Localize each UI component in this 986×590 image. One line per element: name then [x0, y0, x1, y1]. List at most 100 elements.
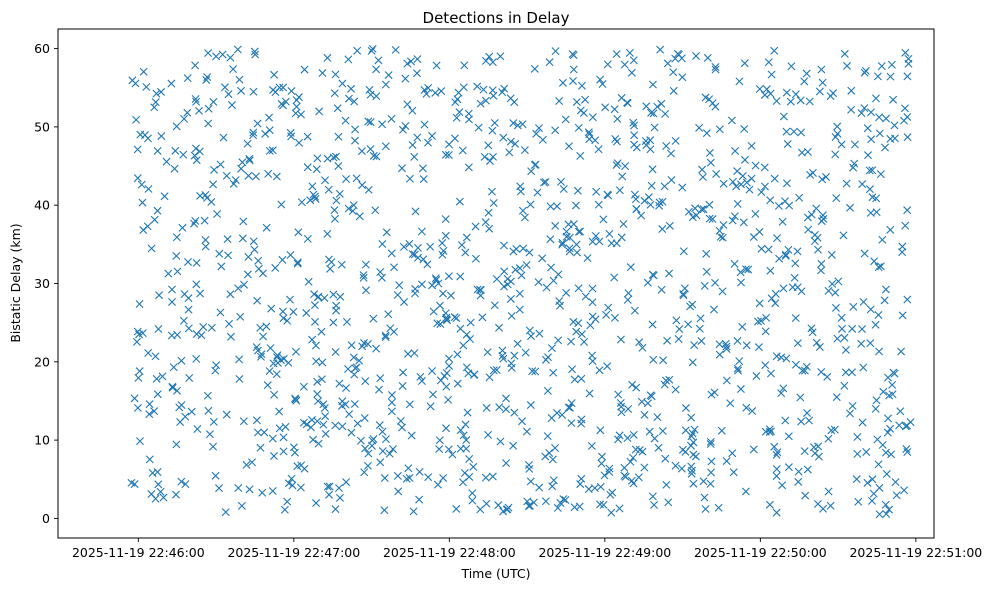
- scatter-point: [231, 176, 240, 185]
- scatter-point: [640, 463, 649, 472]
- scatter-point: [462, 330, 471, 339]
- scatter-point: [833, 129, 842, 138]
- scatter-point: [405, 473, 414, 482]
- scatter-point: [419, 255, 428, 264]
- scatter-point: [876, 262, 885, 271]
- scatter-point: [424, 473, 433, 482]
- scatter-point: [881, 500, 890, 509]
- scatter-point: [482, 403, 491, 412]
- scatter-point: [718, 287, 727, 296]
- scatter-point: [679, 289, 688, 298]
- scatter-point: [419, 175, 428, 184]
- scatter-point: [840, 381, 849, 390]
- scatter-point: [465, 455, 474, 464]
- scatter-point: [213, 210, 222, 218]
- scatter-point: [426, 402, 435, 411]
- scatter-point: [271, 263, 280, 272]
- scatter-point: [624, 404, 633, 413]
- scatter-point: [133, 174, 142, 183]
- scatter-point: [499, 241, 508, 250]
- scatter-point: [826, 501, 835, 510]
- scatter-point: [753, 317, 762, 326]
- scatter-point: [790, 273, 799, 282]
- scatter-point: [727, 116, 736, 125]
- scatter-point: [435, 436, 444, 445]
- scatter-point: [455, 108, 464, 117]
- scatter-point: [559, 185, 568, 193]
- scatter-point: [476, 286, 485, 295]
- scatter-point: [308, 335, 317, 344]
- scatter-point: [452, 113, 461, 122]
- scatter-point: [177, 477, 186, 486]
- scatter-point: [518, 120, 527, 129]
- scatter-point: [525, 464, 534, 473]
- scatter-point: [294, 228, 303, 237]
- scatter-point: [749, 445, 758, 454]
- scatter-point: [233, 45, 242, 54]
- scatter-point: [299, 382, 308, 391]
- scatter-point: [303, 132, 312, 141]
- scatter-point: [653, 102, 662, 111]
- scatter-point: [740, 155, 749, 164]
- scatter-point: [875, 113, 884, 122]
- scatter-point: [810, 237, 819, 246]
- scatter-point: [142, 82, 151, 91]
- scatter-point: [846, 409, 855, 418]
- scatter-point: [715, 350, 724, 359]
- scatter-point: [797, 417, 806, 426]
- scatter-point: [621, 472, 630, 481]
- scatter-point: [436, 376, 445, 385]
- scatter-point: [286, 295, 295, 304]
- scatter-point: [654, 443, 663, 452]
- scatter-point: [871, 404, 880, 413]
- scatter-point: [823, 372, 832, 381]
- scatter-point: [863, 478, 872, 487]
- scatter-point: [413, 133, 422, 142]
- scatter-point: [387, 407, 396, 416]
- scatter-point: [470, 370, 479, 379]
- scatter-point: [393, 290, 402, 299]
- scatter-point: [862, 447, 871, 456]
- scatter-point: [806, 170, 815, 179]
- scatter-point: [577, 415, 586, 424]
- scatter-point: [286, 250, 295, 259]
- scatter-point: [853, 449, 862, 458]
- scatter-point: [751, 161, 760, 170]
- scatter-point: [772, 352, 781, 361]
- scatter-point: [144, 134, 152, 143]
- scatter-point: [827, 250, 836, 259]
- scatter-point: [193, 425, 202, 434]
- scatter-point: [576, 480, 585, 489]
- scatter-point: [843, 61, 852, 70]
- scatter-point: [551, 47, 560, 56]
- scatter-point: [687, 413, 696, 422]
- scatter-point: [384, 71, 393, 80]
- scatter-point: [314, 292, 323, 301]
- scatter-point: [629, 430, 638, 439]
- scatter-point: [623, 99, 632, 108]
- scatter-point: [361, 377, 370, 386]
- scatter-point: [250, 245, 259, 254]
- scatter-point: [180, 114, 189, 123]
- scatter-point: [803, 465, 812, 474]
- scatter-point: [881, 143, 890, 152]
- scatter-point: [889, 368, 898, 377]
- scatter-point: [558, 78, 567, 87]
- x-axis-label: Time (UTC): [460, 566, 530, 581]
- scatter-point: [684, 207, 693, 216]
- scatter-point: [235, 355, 244, 364]
- scatter-point: [703, 53, 712, 62]
- scatter-point: [444, 150, 453, 159]
- scatter-point: [441, 215, 450, 224]
- scatter-point: [471, 222, 480, 231]
- scatter-point: [145, 410, 154, 419]
- scatter-point: [211, 471, 220, 480]
- scatter-point: [782, 354, 791, 363]
- scatter-point: [455, 197, 464, 206]
- scatter-point: [824, 487, 833, 496]
- scatter-point: [532, 129, 541, 138]
- scatter-point: [794, 477, 803, 486]
- scatter-point: [871, 94, 880, 103]
- scatter-point: [556, 498, 565, 507]
- scatter-point: [574, 284, 583, 293]
